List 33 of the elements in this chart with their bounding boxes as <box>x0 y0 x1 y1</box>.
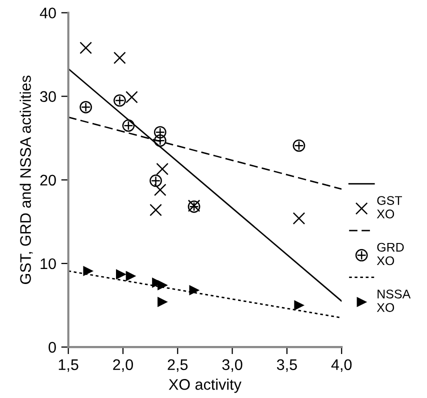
x-tick-label: 2,0 <box>113 359 133 372</box>
x-axis-title: XO activity <box>168 378 242 393</box>
point <box>158 280 168 290</box>
point <box>292 139 306 152</box>
point <box>126 90 138 104</box>
y-tick-label: 40 <box>40 8 56 18</box>
legend-label: GRD XO <box>376 242 404 266</box>
point <box>158 297 168 307</box>
x-tick-label: 2,5 <box>168 359 188 372</box>
y-tick-label: 30 <box>40 91 56 102</box>
point <box>80 42 92 54</box>
legend-label: GST XO <box>376 196 402 218</box>
y-tick-label: 0 <box>48 342 56 353</box>
point <box>83 266 93 276</box>
point <box>116 270 126 280</box>
point <box>150 204 162 216</box>
point <box>189 285 199 296</box>
x-tick-label: 3,0 <box>222 359 242 372</box>
point <box>114 52 126 64</box>
point <box>80 101 92 114</box>
x-tick-label: 1,5 <box>58 359 78 372</box>
point <box>292 212 306 225</box>
y-tick-label: 10 <box>40 258 56 270</box>
point <box>154 184 166 196</box>
point <box>122 119 135 132</box>
y-tick-label: 20 <box>40 174 56 186</box>
x-tick-label: 4,0 <box>331 359 352 372</box>
point <box>294 300 304 310</box>
legend-label: NSSA XO <box>376 290 411 312</box>
point <box>114 94 126 107</box>
point <box>126 271 136 281</box>
x-tick-label: 3,5 <box>276 359 297 372</box>
y-axis-title: GST, GRD and NSSA activities <box>20 76 33 284</box>
